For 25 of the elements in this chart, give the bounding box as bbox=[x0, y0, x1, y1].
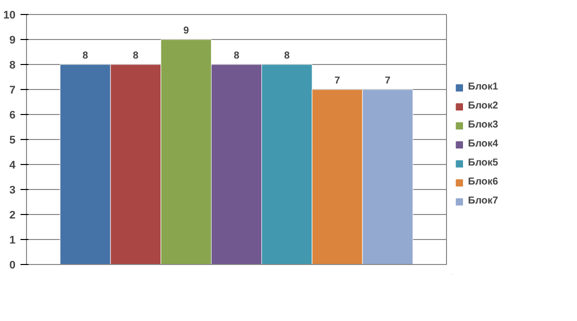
y-tick-label: 3 bbox=[9, 184, 16, 196]
y-tick-label: 5 bbox=[9, 134, 16, 146]
legend-label: Блок4 bbox=[468, 138, 500, 150]
y-tick-label: 9 bbox=[9, 34, 16, 46]
legend-label: Блок1 bbox=[468, 82, 500, 92]
y-tick-label: 7 bbox=[9, 84, 16, 96]
data-label: 8 bbox=[132, 50, 139, 62]
data-label: 8 bbox=[82, 50, 89, 62]
legend-label: Блок7 bbox=[468, 196, 500, 206]
y-tick-label: 6 bbox=[9, 110, 16, 122]
data-label: 8 bbox=[234, 50, 240, 62]
legend-label: Блок6 bbox=[468, 176, 500, 188]
data-label: 9 bbox=[183, 26, 190, 36]
y-tick-label: 4 bbox=[9, 160, 16, 172]
data-label: 7 bbox=[384, 76, 391, 86]
legend-label: Блок2 bbox=[468, 100, 500, 112]
y-tick-label: 1 bbox=[9, 234, 16, 246]
legend-label: Блок5 bbox=[468, 158, 500, 168]
data-label: 8 bbox=[284, 50, 290, 62]
y-tick-label: 8 bbox=[9, 60, 16, 72]
y-tick-label: 2 bbox=[9, 210, 16, 222]
y-tick-label: 0 bbox=[9, 260, 16, 272]
y-tick-label: 10 bbox=[3, 10, 16, 22]
legend-label: Блок3 bbox=[468, 120, 500, 130]
data-label: 7 bbox=[334, 76, 341, 86]
